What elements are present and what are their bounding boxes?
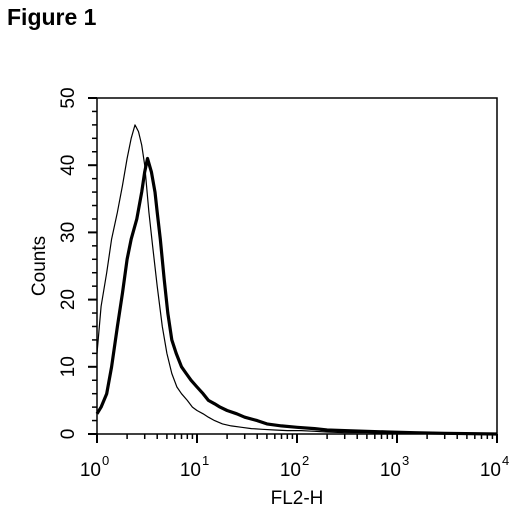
series-line-thick	[95, 156, 498, 436]
x-tick-label: 10 3	[380, 453, 409, 481]
x-tick-label: 10 4	[480, 453, 509, 481]
x-tick-label: 10 0	[80, 453, 109, 481]
y-tick-label: 30	[58, 222, 79, 243]
y-tick-label: 0	[58, 429, 79, 440]
x-tick-exponent: 2	[302, 453, 309, 468]
axis-ticks	[88, 97, 498, 443]
y-tick-label: 40	[58, 155, 79, 176]
x-tick-label: 10 2	[280, 453, 309, 481]
x-tick-base: 10	[380, 460, 401, 481]
x-tick-exponent: 3	[402, 453, 409, 468]
y-axis-label: Counts	[29, 236, 50, 296]
y-tick-label: 20	[58, 289, 79, 310]
x-tick-base: 10	[480, 460, 501, 481]
x-tick-base: 10	[180, 460, 201, 481]
plot-area-frame	[96, 97, 498, 435]
x-tick-base: 10	[80, 460, 101, 481]
y-tick-label: 50	[58, 87, 79, 108]
x-tick-base: 10	[280, 460, 301, 481]
series-layer	[95, 124, 498, 436]
figure-label: Figure 1	[7, 4, 97, 30]
y-tick-labels: 0 10 20 30 40 50	[58, 87, 79, 439]
series-line-thin	[96, 124, 497, 435]
x-tick-exponent: 0	[102, 453, 109, 468]
y-tick-label: 10	[58, 356, 79, 377]
x-axis-label: FL2-H	[271, 488, 324, 509]
x-tick-labels: 10 0 10 1 10 2 10 3 10 4	[80, 453, 509, 481]
x-tick-exponent: 1	[202, 453, 209, 468]
x-tick-exponent: 4	[502, 453, 509, 468]
x-tick-label: 10 1	[180, 453, 209, 481]
